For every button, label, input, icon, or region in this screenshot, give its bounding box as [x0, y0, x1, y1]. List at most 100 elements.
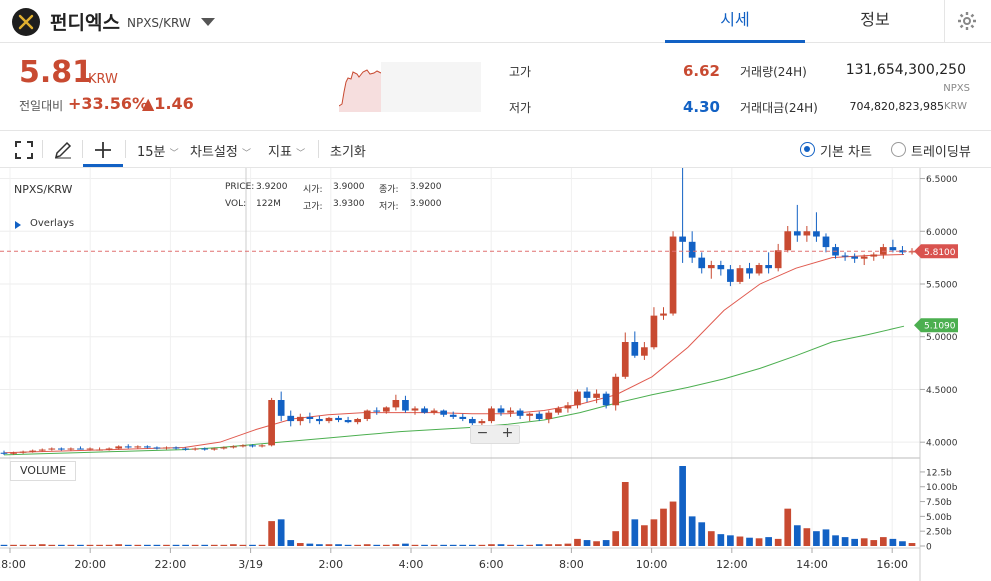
candle-body	[526, 413, 534, 416]
candle-body	[201, 448, 209, 450]
candle-body	[688, 241, 696, 258]
volume-bar	[325, 544, 333, 546]
candle-body	[593, 393, 600, 398]
volume-bar	[430, 544, 438, 546]
candle-body	[258, 445, 266, 447]
volume-bar	[564, 543, 572, 546]
volume-bar	[421, 544, 428, 546]
trading-view-radio[interactable]	[891, 142, 906, 157]
chart-settings-menu[interactable]: 차트설정 ﹀	[190, 141, 251, 160]
candle-body	[650, 315, 658, 348]
candle-body	[468, 418, 476, 424]
reset-button[interactable]: 초기화	[330, 145, 366, 160]
price-chart[interactable]: 6.5000 6.0000 5.5000 5.0000 4.5000 4.0000 12.…	[0, 168, 991, 581]
indicators-menu[interactable]: 지표 ﹀	[268, 141, 305, 160]
volume-bar	[48, 544, 56, 546]
candle-body	[105, 448, 113, 450]
candle-body	[602, 393, 610, 406]
time-tick-label: 16:00	[876, 558, 908, 571]
crosshair-icon[interactable]	[92, 139, 114, 161]
candle-body	[0, 452, 8, 454]
overlays-toggle[interactable]: Overlays	[30, 218, 75, 229]
volume-bar	[86, 544, 94, 546]
header-bar	[0, 0, 991, 43]
triangle-right-icon[interactable]	[15, 221, 21, 229]
low-value: 4.30	[682, 98, 720, 116]
volume-bar	[851, 538, 858, 546]
change-percent: +33.56%	[68, 94, 149, 113]
candle-body	[249, 445, 256, 447]
basic-chart-label[interactable]: 기본 차트	[820, 145, 872, 160]
volume-bar	[698, 522, 706, 546]
volume-bar	[239, 544, 247, 546]
candle-body	[421, 408, 428, 413]
volume-bar	[755, 538, 763, 546]
tab-quote[interactable]: 시세	[665, 0, 805, 43]
coin-pair: NPXS/KRW	[127, 16, 191, 30]
legend-close-value: 3.9200	[410, 182, 442, 192]
zoom-out-button[interactable]: −	[476, 425, 489, 441]
volume-pane-label: VOLUME	[10, 461, 76, 481]
volume-bar	[660, 508, 667, 546]
price-tick-label: 5.0000	[926, 333, 958, 343]
candle-body	[851, 256, 858, 259]
candle-body	[822, 236, 830, 248]
volume-bar	[77, 544, 84, 546]
candle-body	[574, 391, 581, 406]
time-axis: 18:00 20:00 22:00 3/19 2:00 4:00 6:00 8:00 10:00…	[0, 548, 908, 571]
volume-bar	[230, 544, 237, 546]
candle-body	[641, 347, 648, 356]
volume-bar	[727, 535, 734, 546]
candle-body	[296, 416, 304, 422]
candle-body	[870, 254, 878, 257]
volume-bar	[411, 544, 419, 546]
volume-bar	[784, 508, 792, 546]
coin-logo-icon	[12, 8, 40, 36]
candle-body	[488, 408, 495, 422]
volume-bar	[650, 519, 658, 546]
mini-price-chart	[339, 62, 481, 112]
time-tick-label: 14:00	[796, 558, 828, 571]
volume-bar	[707, 531, 715, 546]
candle-body	[860, 256, 868, 259]
trading-view-label[interactable]: 트레이딩뷰	[911, 145, 971, 160]
volume-bar	[688, 516, 696, 546]
candle-body	[153, 447, 161, 449]
legend-high-label: 고가:	[303, 202, 323, 212]
current-price-tag: 5.8100	[924, 248, 956, 258]
draw-pencil-icon[interactable]	[52, 139, 74, 161]
gear-icon[interactable]	[957, 11, 977, 35]
candle-body	[813, 231, 820, 237]
candle-body	[793, 231, 801, 236]
candle-body	[363, 410, 371, 419]
volume-bar	[124, 544, 132, 546]
candle-body	[583, 391, 591, 398]
candle-body	[564, 405, 572, 409]
candle-body	[287, 415, 295, 422]
chart-symbol: NPXS/KRW	[14, 183, 73, 196]
volume-bar	[316, 544, 323, 546]
volume-bar	[879, 537, 887, 546]
tab-info[interactable]: 정보	[860, 10, 890, 29]
candle-body	[736, 268, 744, 282]
legend-vol-label: VOL:	[225, 199, 247, 209]
volume-bar	[526, 544, 534, 546]
current-price-tag-bg	[914, 244, 958, 259]
chevron-down-icon[interactable]	[201, 18, 215, 26]
basic-chart-radio[interactable]	[800, 142, 815, 157]
time-tick-label: 22:00	[155, 558, 187, 571]
legend-close-label: 종가:	[379, 185, 399, 195]
legend-high-value: 3.9300	[333, 199, 365, 209]
volume-tick-label: 2.50b	[926, 528, 952, 538]
volume-bar	[277, 519, 285, 546]
interval-select[interactable]: 15분 ﹀	[137, 141, 179, 160]
volume-tick-label: 7.50b	[926, 498, 952, 508]
candle-body	[96, 449, 103, 451]
legend-price-value: 3.9200	[256, 182, 288, 192]
candle-body	[621, 342, 629, 377]
zoom-in-button[interactable]: +	[501, 425, 514, 441]
volume-bar	[382, 544, 390, 546]
fullscreen-icon[interactable]	[13, 139, 35, 161]
high-label: 고가	[509, 65, 532, 79]
volume-bar	[669, 501, 677, 546]
